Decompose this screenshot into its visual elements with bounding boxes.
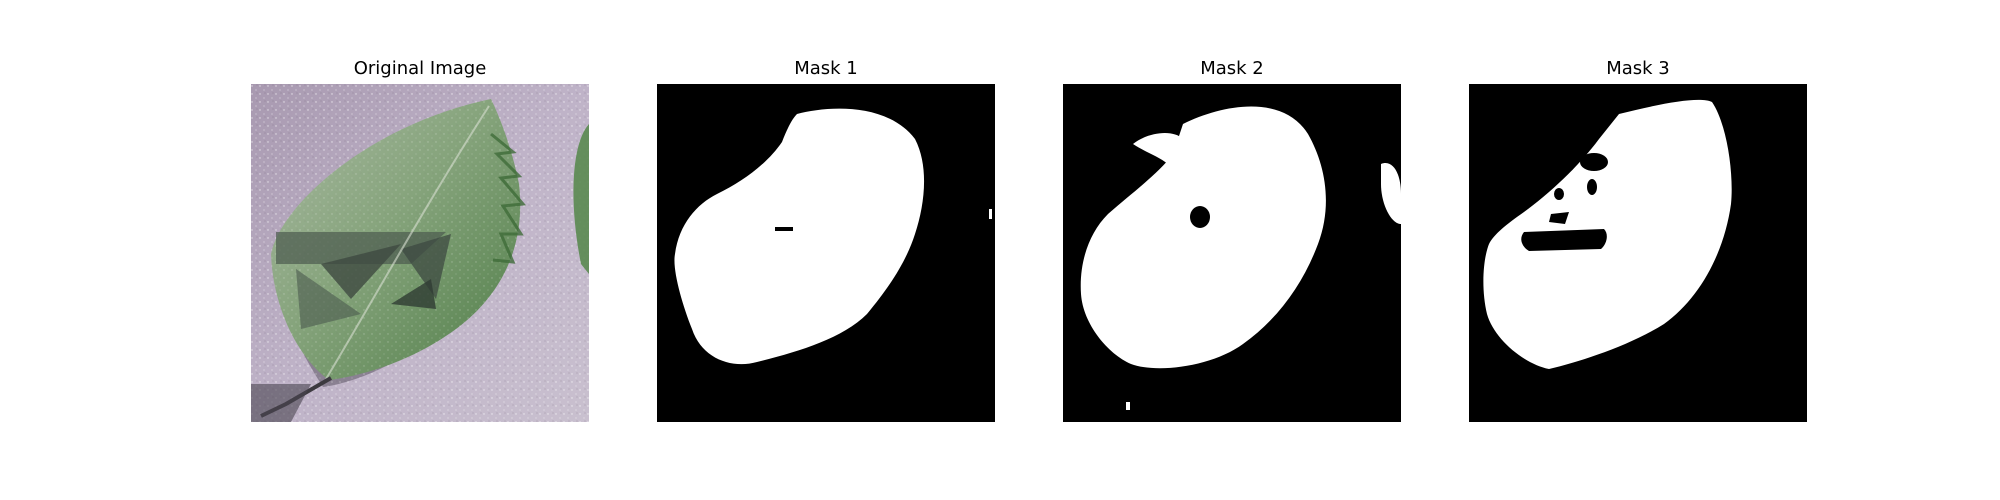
mask-2-region bbox=[1080, 106, 1326, 369]
panel-title-mask-1: Mask 1 bbox=[794, 58, 858, 79]
panel-title-mask-3: Mask 3 bbox=[1606, 58, 1670, 79]
panel-title-mask-2: Mask 2 bbox=[1200, 58, 1264, 79]
mask-1-region bbox=[674, 108, 925, 365]
panel-title-original: Original Image bbox=[353, 58, 487, 79]
mask-1-image bbox=[657, 84, 995, 422]
mask-3-panel bbox=[1469, 84, 1807, 422]
mask-2-image bbox=[1063, 84, 1401, 422]
original-image bbox=[251, 84, 589, 422]
mask-2-panel bbox=[1063, 84, 1401, 422]
mask-1-panel bbox=[657, 84, 995, 422]
original-image-panel bbox=[251, 84, 589, 422]
mask-3-region bbox=[1483, 99, 1732, 369]
mask-3-image bbox=[1469, 84, 1807, 422]
